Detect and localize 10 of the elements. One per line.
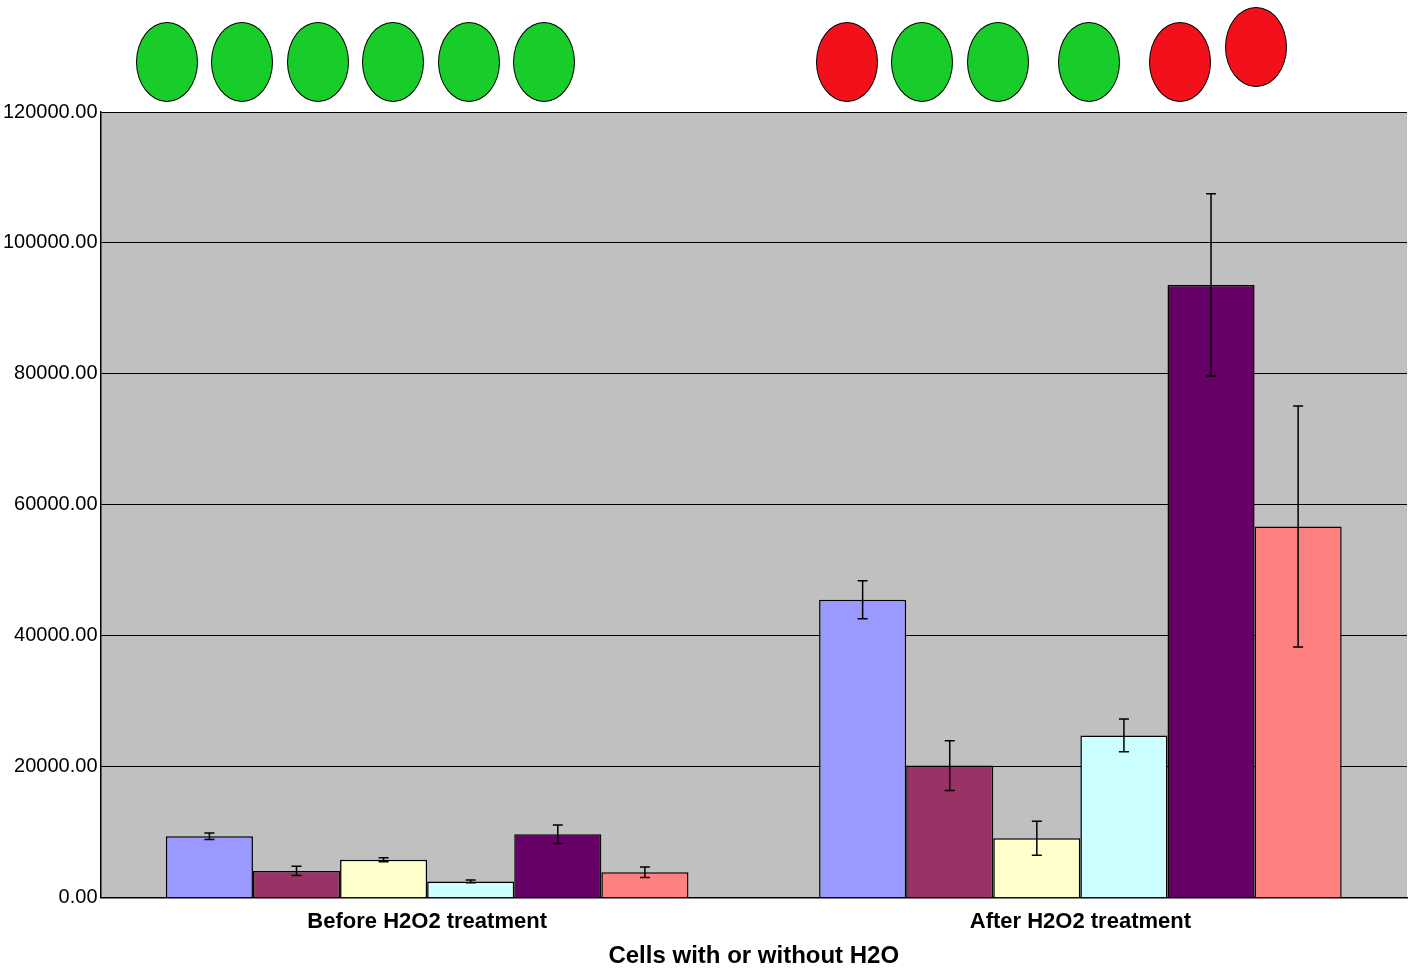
x-tick-label: After H2O2 treatment [969, 908, 1192, 934]
y-tick-label: 80000.00 [14, 361, 98, 384]
y-tick-label: 60000.00 [14, 492, 98, 515]
y-tick-label: 100000.00 [2, 230, 98, 253]
y-tick-label: 40000.00 [14, 623, 98, 646]
y-tick-label: 0.00 [58, 885, 98, 908]
x-tick-label: Before H2O2 treatment [307, 908, 548, 934]
y-tick-label: 20000.00 [14, 754, 98, 777]
y-tick-label: 120000.00 [2, 99, 98, 122]
x-axis-title: Cells with or without H2O [608, 941, 900, 969]
